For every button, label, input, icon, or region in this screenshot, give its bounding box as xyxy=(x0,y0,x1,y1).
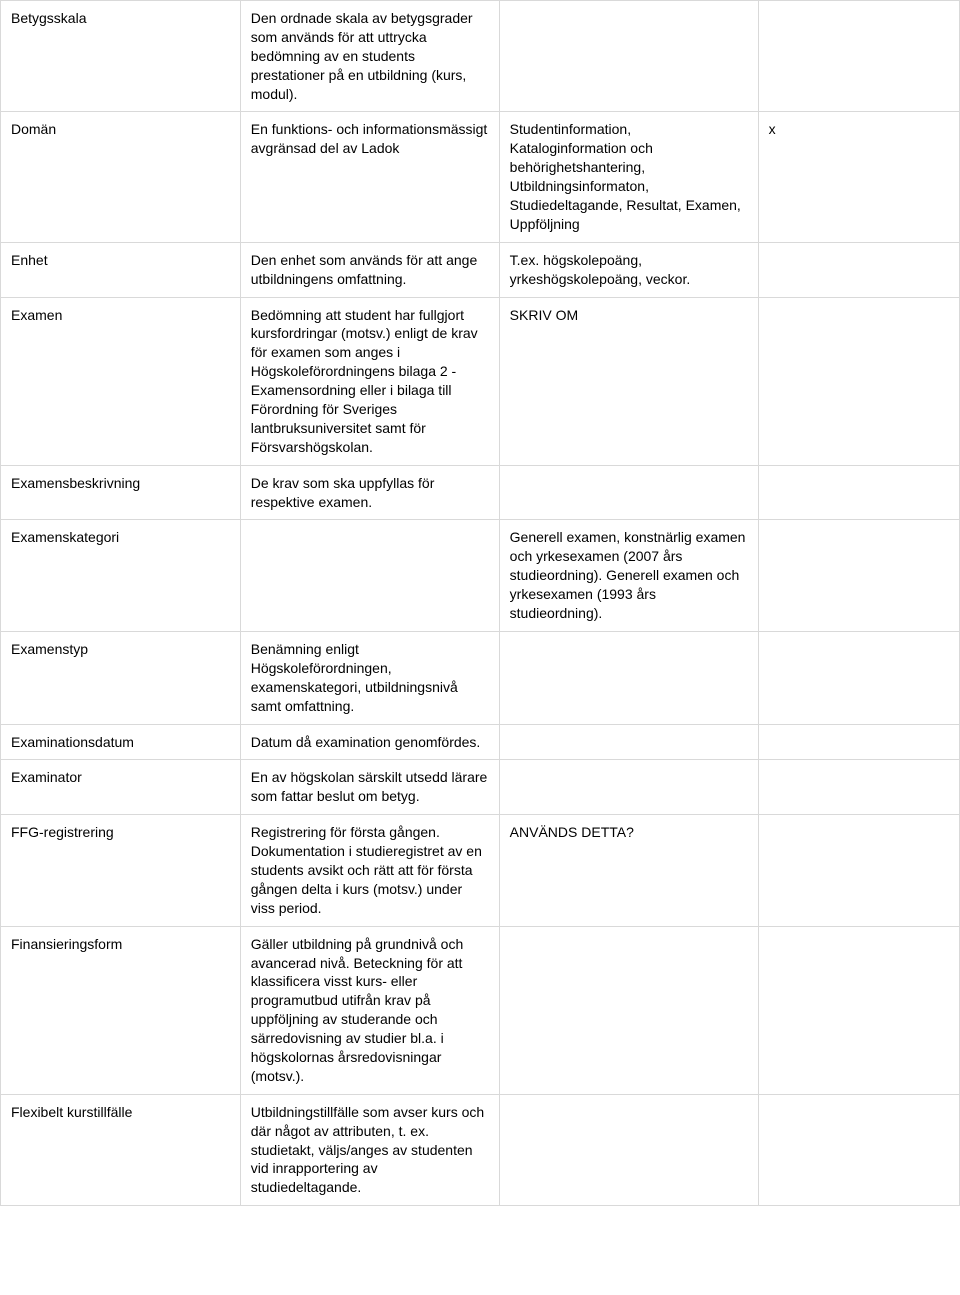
term-cell: Betygsskala xyxy=(1,1,241,112)
term-cell: Domän xyxy=(1,112,241,242)
term-cell: Examinationsdatum xyxy=(1,724,241,760)
flag-cell xyxy=(758,1094,959,1205)
term-cell: Enhet xyxy=(1,242,241,297)
table-row: DomänEn funktions- och informationsmässi… xyxy=(1,112,960,242)
example-cell xyxy=(499,465,758,520)
term-cell: Finansieringsform xyxy=(1,926,241,1094)
example-cell xyxy=(499,1094,758,1205)
example-cell xyxy=(499,724,758,760)
term-cell: Examensbeskrivning xyxy=(1,465,241,520)
example-cell xyxy=(499,760,758,815)
term-cell: Examenskategori xyxy=(1,520,241,631)
flag-cell xyxy=(758,465,959,520)
definition-cell: Bedömning att student har fullgjort kurs… xyxy=(240,297,499,465)
table-row: FFG-registreringRegistrering för första … xyxy=(1,815,960,926)
example-cell: ANVÄNDS DETTA? xyxy=(499,815,758,926)
table-row: ExamenstypBenämning enligt Högskoleföror… xyxy=(1,631,960,724)
flag-cell xyxy=(758,631,959,724)
definition-cell xyxy=(240,520,499,631)
example-cell: SKRIV OM xyxy=(499,297,758,465)
example-cell xyxy=(499,631,758,724)
definition-cell: Utbildningstillfälle som avser kurs och … xyxy=(240,1094,499,1205)
term-cell: Examenstyp xyxy=(1,631,241,724)
table-row: Examenskategori Generell examen, konstnär… xyxy=(1,520,960,631)
definition-cell: Den enhet som används för att ange utbil… xyxy=(240,242,499,297)
table-row: EnhetDen enhet som används för att ange … xyxy=(1,242,960,297)
flag-cell xyxy=(758,297,959,465)
term-cell: FFG-registrering xyxy=(1,815,241,926)
table-row: FinansieringsformGäller utbildning på gr… xyxy=(1,926,960,1094)
example-cell xyxy=(499,1,758,112)
flag-cell: x xyxy=(758,112,959,242)
definition-cell: En funktions- och informationsmässigt av… xyxy=(240,112,499,242)
example-cell: Studentinformation, Kataloginformation o… xyxy=(499,112,758,242)
definition-cell: Benämning enligt Högskoleförordningen, e… xyxy=(240,631,499,724)
flag-cell xyxy=(758,1,959,112)
table-row: Flexibelt kurstillfälleUtbildningstillfä… xyxy=(1,1094,960,1205)
table-row: ExamenBedömning att student har fullgjor… xyxy=(1,297,960,465)
flag-cell xyxy=(758,520,959,631)
flag-cell xyxy=(758,724,959,760)
glossary-table: BetygsskalaDen ordnade skala av betygsgr… xyxy=(0,0,960,1206)
table-row: ExaminatorEn av högskolan särskilt utsed… xyxy=(1,760,960,815)
flag-cell xyxy=(758,242,959,297)
definition-cell: Registrering för första gången. Dokument… xyxy=(240,815,499,926)
definition-cell: De krav som ska uppfyllas för respektive… xyxy=(240,465,499,520)
table-row: ExaminationsdatumDatum då examination ge… xyxy=(1,724,960,760)
term-cell: Flexibelt kurstillfälle xyxy=(1,1094,241,1205)
table-row: ExamensbeskrivningDe krav som ska uppfyl… xyxy=(1,465,960,520)
example-cell: T.ex. högskolepoäng, yrkeshögskolepoäng,… xyxy=(499,242,758,297)
example-cell: Generell examen, konstnärlig examen och … xyxy=(499,520,758,631)
example-cell xyxy=(499,926,758,1094)
definition-cell: Datum då examination genomfördes. xyxy=(240,724,499,760)
definition-cell: En av högskolan särskilt utsedd lärare s… xyxy=(240,760,499,815)
flag-cell xyxy=(758,815,959,926)
flag-cell xyxy=(758,760,959,815)
definition-cell: Gäller utbildning på grundnivå och avanc… xyxy=(240,926,499,1094)
flag-cell xyxy=(758,926,959,1094)
term-cell: Examinator xyxy=(1,760,241,815)
definition-cell: Den ordnade skala av betygsgrader som an… xyxy=(240,1,499,112)
term-cell: Examen xyxy=(1,297,241,465)
table-row: BetygsskalaDen ordnade skala av betygsgr… xyxy=(1,1,960,112)
